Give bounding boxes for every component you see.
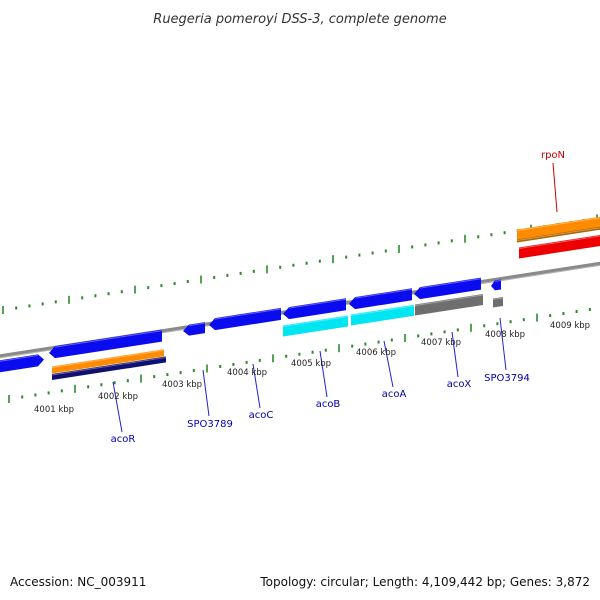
gene-acoa-cyan [351, 304, 414, 326]
accession-text: Accession: NC_003911 [10, 575, 147, 589]
gene-rpon-orange-edge [517, 226, 600, 243]
scale-label: 4009 kbp [550, 321, 590, 331]
upper-tick-row [2, 214, 598, 314]
gene-left-partial-shade [0, 354, 39, 362]
scale-label: 4008 kbp [485, 330, 525, 340]
gene-acor-navy [52, 356, 166, 380]
label-leaders [112, 162, 558, 433]
gene-rpon-orange-shade [516, 217, 600, 231]
gene-spo3789-shade [188, 322, 206, 327]
gene-acob [283, 298, 346, 320]
leader-acob [319, 350, 328, 398]
gene-label-spo3789: SPO3789 [187, 419, 233, 430]
gene-acob-shade [288, 298, 347, 309]
gene-acoa-cyan-shade [350, 305, 415, 316]
gene-acoa [349, 288, 412, 310]
lower-tick-row [8, 307, 591, 403]
gene-spo3794 [491, 279, 501, 291]
scale-label: 4005 kbp [291, 359, 331, 369]
genome-stats-text: Topology: circular; Length: 4,109,442 bp… [260, 575, 590, 589]
gene-acox-shade [419, 278, 482, 289]
leader-acoa [383, 340, 394, 388]
scale-label: 4006 kbp [356, 348, 396, 358]
leader-spo3789 [202, 369, 210, 417]
gene-label-spo3794: SPO3794 [484, 373, 530, 384]
gene-acor-navy-shade [51, 356, 167, 376]
gene-rpon-orange [517, 216, 600, 241]
gene-acoa-shade [354, 288, 413, 299]
gene-label-acor: acoR [111, 434, 136, 445]
gene-acor-orange-shade [51, 349, 165, 368]
gene-label-acob: acoB [316, 399, 341, 410]
gene-acor-shade [54, 330, 163, 348]
gene-label-rpon: rpoN [541, 150, 565, 161]
gene-acob-cyan [283, 315, 348, 337]
gene-rpon-red-shade [518, 235, 600, 249]
gene-label-acoc: acoC [249, 410, 274, 421]
gene-acor-orange [52, 349, 164, 374]
gene-acox-gray-shade [414, 294, 484, 306]
leader-spo3794 [499, 317, 507, 371]
scale-label: 4003 kbp [162, 380, 202, 390]
gene-label-acoa: acoA [382, 389, 407, 400]
gene-labels: acoR SPO3789 acoC acoB acoA acoX SPO3794 rpoN [111, 150, 565, 445]
scale-label: 4002 kbp [98, 392, 138, 402]
leader-acor [112, 381, 123, 433]
scale-label: 4007 kbp [421, 338, 461, 348]
gene-acoc [209, 307, 281, 331]
leader-acox [451, 331, 459, 378]
leader-rpon [552, 162, 558, 213]
gene-track [0, 216, 600, 380]
gene-acoc-shade [214, 308, 282, 320]
leader-acoc [252, 363, 261, 409]
gene-spo3789 [183, 322, 205, 336]
scale-label: 4001 kbp [34, 405, 74, 415]
gene-acox [414, 277, 481, 300]
gene-label-acox: acoX [447, 379, 472, 390]
gene-acox-gray [415, 294, 483, 316]
map-title: Ruegeria pomeroyi DSS-3, complete genome [153, 12, 446, 27]
scale-labels: 4001 kbp 4002 kbp 4003 kbp 4004 kbp 4005 kbp… [34, 321, 590, 415]
gene-acob-cyan-shade [282, 315, 349, 327]
gene-rpon-red [519, 235, 600, 259]
gene-left-partial [0, 354, 44, 373]
gene-rpon-orange-edge-shade [516, 227, 600, 241]
gene-spo3794-gray-shade [492, 297, 504, 300]
gene-acor [49, 329, 162, 359]
gene-spo3794-shade [494, 279, 502, 282]
scale-label: 4004 kbp [227, 368, 267, 378]
gene-spo3794-gray [493, 296, 503, 308]
